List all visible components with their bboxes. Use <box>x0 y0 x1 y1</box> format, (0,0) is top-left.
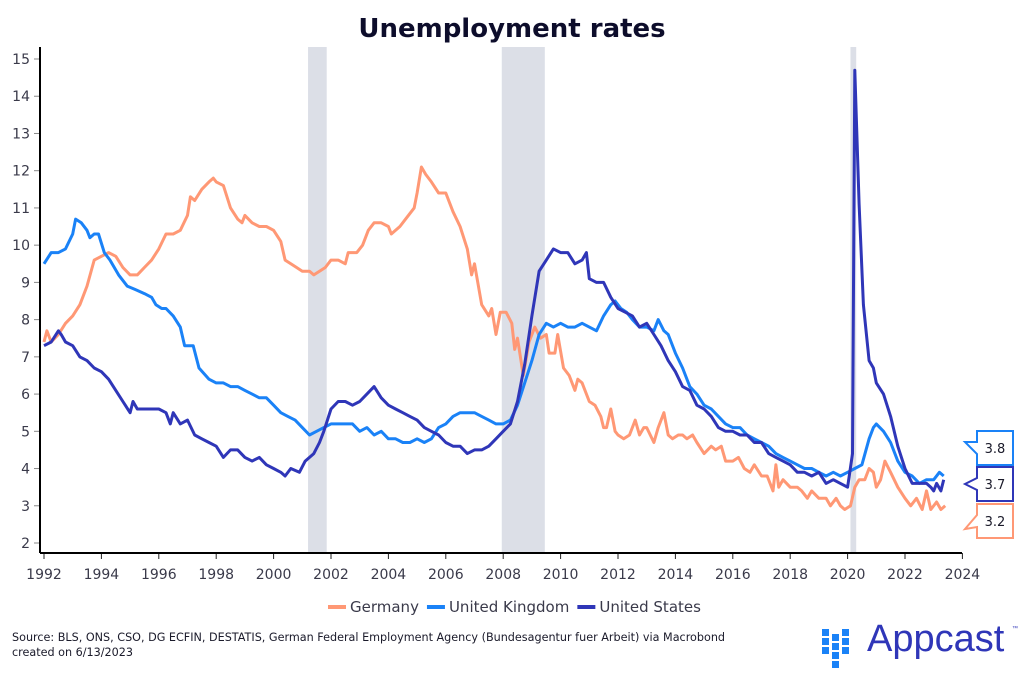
legend: Germany United Kingdom United States <box>328 598 701 616</box>
x-tick-label: 2020 <box>830 567 866 583</box>
y-tick-label: 8 <box>21 313 30 329</box>
appcast-logo: Appcast ™ <box>822 618 1022 668</box>
y-tick-label: 4 <box>21 462 30 478</box>
y-tick-label: 2 <box>21 536 30 552</box>
x-tick-label: 2014 <box>658 567 694 583</box>
x-tick-label: 2016 <box>715 567 751 583</box>
y-tick-label: 15 <box>12 52 30 68</box>
legend-label: Germany <box>350 598 419 616</box>
series-line-united-states <box>43 68 946 493</box>
x-tick-label: 2024 <box>945 567 981 583</box>
x-tick-label: 2022 <box>887 567 923 583</box>
series-line-germany <box>42 165 947 511</box>
x-tick-label: 2008 <box>485 567 521 583</box>
trademark: ™ <box>1012 626 1018 632</box>
x-tick-label: 1994 <box>84 567 120 583</box>
y-tick-label: 12 <box>12 164 30 180</box>
recession-band <box>308 47 327 553</box>
x-tick-label: 2018 <box>772 567 808 583</box>
y-tick-label: 9 <box>21 275 30 291</box>
x-tick-label: 1992 <box>26 567 62 583</box>
x-tick-label: 2006 <box>428 567 464 583</box>
callout-value: 3.7 <box>985 478 1006 493</box>
source-note: Source: BLS, ONS, CSO, DG ECFIN, DESTATI… <box>12 630 725 660</box>
legend-label: United States <box>599 598 701 616</box>
callout-united-kingdom <box>962 430 1014 466</box>
y-tick-label: 5 <box>21 424 30 440</box>
x-tick-label: 1998 <box>198 567 234 583</box>
y-tick-label: 13 <box>12 126 30 142</box>
callout-germany <box>962 503 1014 539</box>
created-date: created on 6/13/2023 <box>12 646 134 659</box>
y-tick-label: 7 <box>21 350 30 366</box>
recession-bands <box>308 47 857 553</box>
x-tick-label: 2012 <box>600 567 636 583</box>
chart-title: Unemployment rates <box>358 14 665 44</box>
y-tick-label: 14 <box>12 89 30 105</box>
series-lines <box>42 68 947 511</box>
callout-value: 3.2 <box>985 515 1006 530</box>
logo-text: Appcast <box>867 618 1005 660</box>
x-tick-label: 2000 <box>256 567 292 583</box>
x-axis: 1992 1994 1996 1998 2000 2002 2004 2006 2008 2010… <box>26 553 980 583</box>
y-axis: 2 3 4 5 6 7 8 9 10 11 12 13 14 15 <box>12 52 40 552</box>
source-line: Source: BLS, ONS, CSO, DG ECFIN, DESTATI… <box>12 631 726 644</box>
x-tick-label: 2010 <box>543 567 579 583</box>
axes-lines <box>39 47 962 554</box>
recession-band <box>501 47 545 553</box>
series-line-united-kingdom <box>42 217 945 485</box>
y-tick-label: 11 <box>12 201 30 217</box>
x-tick-label: 2002 <box>313 567 349 583</box>
legend-label: United Kingdom <box>449 598 569 616</box>
callout-united-states <box>962 466 1014 502</box>
y-tick-label: 3 <box>21 499 30 515</box>
x-tick-label: 1996 <box>141 567 177 583</box>
callout-value: 3.8 <box>985 442 1006 457</box>
x-tick-label: 2004 <box>371 567 407 583</box>
y-tick-label: 10 <box>12 238 30 254</box>
y-tick-label: 6 <box>21 387 30 403</box>
value-callouts: 3.8 3.7 3.2 <box>962 430 1014 539</box>
